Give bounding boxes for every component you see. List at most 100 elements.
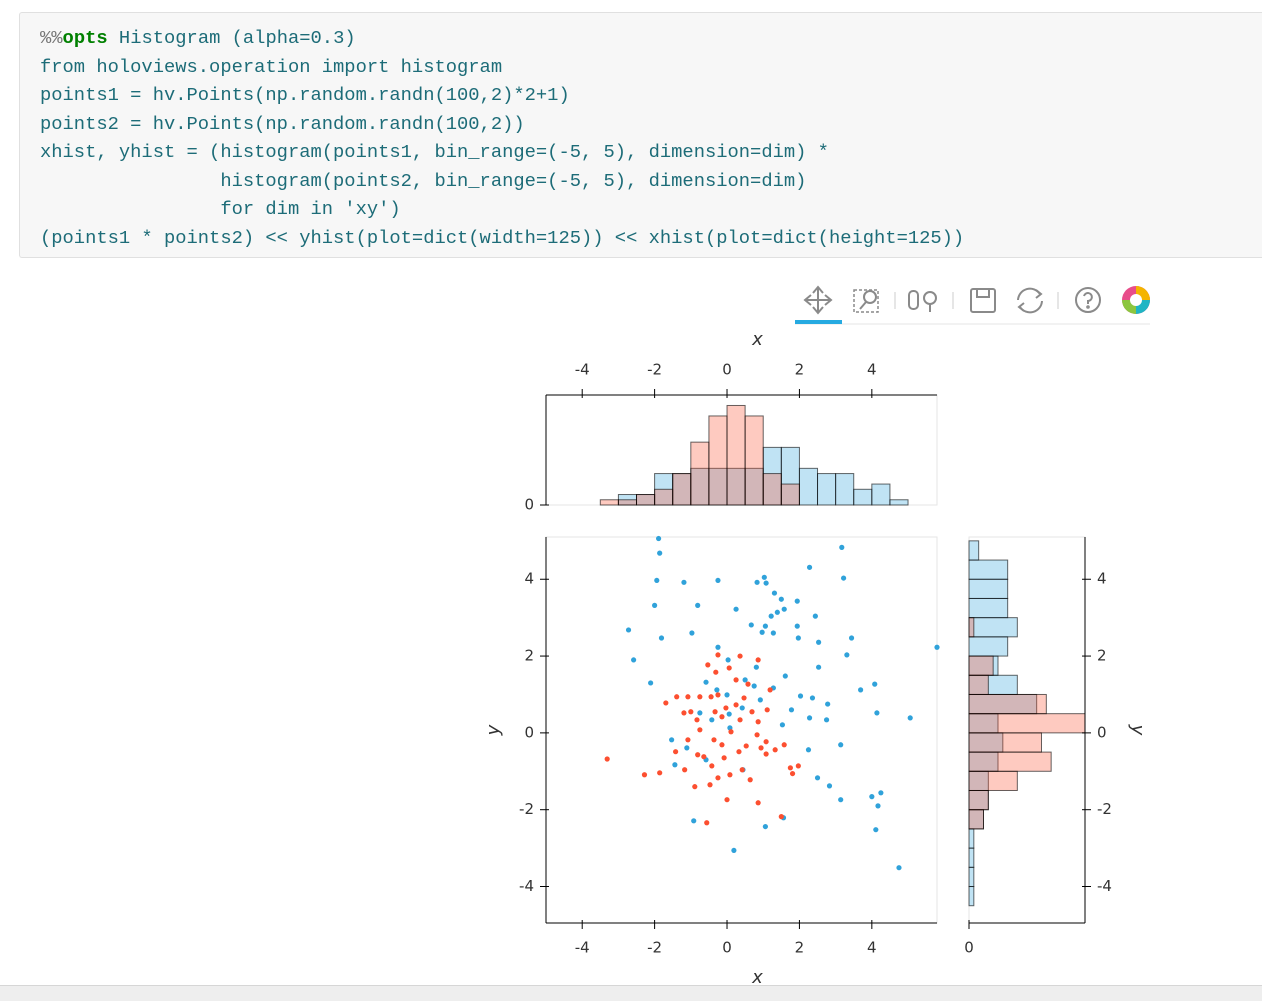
histogram-bar: [798, 467, 819, 506]
scatter-point: [759, 629, 765, 635]
scatter-point: [748, 622, 754, 628]
scatter-point: [739, 705, 745, 711]
scatter-point: [658, 635, 665, 641]
scatter-point: [839, 544, 845, 550]
scatter-point: [768, 613, 774, 619]
scatter-point: [781, 742, 787, 748]
x-axis-title: x: [751, 329, 763, 350]
scatter-point: [736, 749, 742, 755]
code-block: %%opts Histogram (alpha=0.3) from holovie…: [40, 24, 964, 252]
scatter-point: [763, 739, 769, 745]
scatter-point: [896, 865, 902, 871]
scatter-point: [719, 742, 725, 748]
scatter-point: [697, 694, 703, 700]
x-tick-label: 4: [867, 939, 877, 957]
code-cell[interactable]: %%opts Histogram (alpha=0.3) from holovie…: [19, 12, 1262, 258]
histogram-bar: [968, 540, 980, 561]
scatter-point: [774, 609, 780, 615]
scatter-point: [625, 627, 632, 633]
reset-tool[interactable]: [1017, 287, 1043, 314]
x-tick-label: -2: [647, 361, 662, 379]
scatter-point: [823, 717, 830, 723]
histogram-bar: [968, 751, 1052, 772]
scatter-point: [767, 687, 773, 693]
scatter-point: [657, 550, 663, 556]
scatter-point: [684, 745, 690, 751]
scatter-point: [723, 705, 729, 711]
scatter-point: [795, 635, 801, 641]
code-line: points1 = hv.Points(np.random.randn(100,…: [40, 84, 570, 106]
scatter-point: [795, 763, 801, 769]
scatter-point: [755, 719, 761, 725]
scatter-point: [704, 820, 710, 826]
scatter-point: [726, 711, 732, 717]
scatter-point: [758, 745, 764, 751]
scatter-point: [733, 606, 739, 612]
code-line: points2 = hv.Points(np.random.randn(100,…: [40, 112, 525, 135]
x-tick-label: -4: [575, 361, 590, 379]
scatter-point: [797, 693, 804, 699]
y-tick-label: -4: [1097, 877, 1112, 895]
histogram-bar: [708, 415, 728, 506]
scatter-point: [604, 756, 610, 762]
scatter-point: [724, 692, 730, 698]
scatter-point: [713, 669, 719, 675]
histogram-bar: [871, 483, 891, 506]
scatter-point: [712, 709, 718, 715]
scatter-point: [648, 680, 654, 686]
scatter-point: [763, 751, 769, 757]
scatter-point: [816, 664, 822, 670]
histogram-bar: [968, 617, 1018, 638]
pan-tool[interactable]: [803, 285, 833, 315]
scatter-point: [681, 579, 687, 585]
scatter-point: [674, 694, 680, 700]
scatter-point: [838, 742, 844, 748]
histogram-bar: [672, 473, 692, 506]
histogram-bar: [968, 713, 1086, 734]
scatter-point: [754, 579, 760, 585]
histogram-bar: [968, 693, 1047, 715]
code-line: %%opts Histogram (alpha=0.3): [40, 24, 964, 53]
scatter-point: [806, 564, 813, 570]
bokeh-logo[interactable]: [1122, 286, 1150, 314]
wheel-zoom-tool[interactable]: [908, 290, 937, 312]
histogram-bar: [817, 473, 837, 506]
scatter-point: [705, 662, 711, 668]
scatter-point: [719, 714, 725, 720]
scatter-point: [770, 630, 776, 636]
y-tick-label: 0: [524, 496, 534, 514]
box-zoom-tool[interactable]: [853, 289, 879, 313]
scatter-point: [654, 577, 660, 584]
x-tick-label: 4: [867, 361, 877, 379]
scatter-point: [682, 767, 688, 773]
scatter-point: [789, 770, 796, 777]
scatter-point: [844, 652, 850, 658]
histogram-bar: [599, 499, 619, 506]
scatter-point: [737, 717, 743, 723]
scatter-point: [737, 653, 743, 659]
scatter-point: [688, 709, 694, 715]
scatter-point: [778, 814, 784, 820]
histogram-bar: [968, 789, 989, 811]
scatter-point: [812, 613, 818, 619]
scatter-point: [840, 575, 847, 581]
scatter-point: [826, 783, 833, 789]
scatter-point: [764, 707, 770, 713]
scatter-point: [701, 754, 707, 760]
x-tick-label: -2: [647, 939, 662, 957]
scatter-point: [715, 652, 721, 658]
histogram-bars: [599, 404, 909, 506]
histogram-bar: [968, 847, 975, 868]
scatter-point: [694, 717, 700, 723]
scatter-point: [715, 577, 721, 584]
y-tick-label: 4: [1097, 570, 1107, 588]
code-line: from holoviews.operation import histogra…: [40, 55, 503, 78]
status-bar: [0, 985, 1262, 1001]
scatter-point: [771, 590, 778, 596]
scatter-point: [708, 694, 714, 700]
scatter-point: [725, 657, 731, 663]
x-tick-label: 0: [722, 361, 732, 379]
histogram-bar: [654, 488, 674, 506]
save-tool[interactable]: [970, 288, 996, 313]
help-tool[interactable]: [1075, 287, 1101, 313]
